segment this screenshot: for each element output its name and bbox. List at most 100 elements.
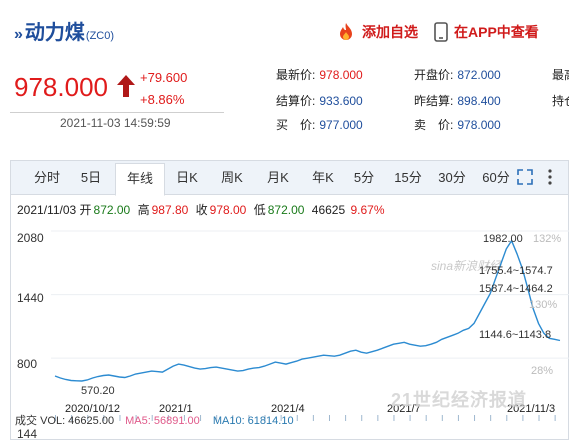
volume-bar [474, 415, 476, 421]
double-chevron-icon: » [14, 26, 23, 43]
tab-weekly-k[interactable]: 周K [221, 170, 243, 185]
tab-30min[interactable]: 30分 [438, 170, 466, 185]
volume-bar [393, 415, 395, 421]
volume-info-line: 成交 VOL: 46625.00 MA5: 56891.00 MA10: 618… [15, 412, 294, 428]
x-tick-label: 2021/7 [387, 403, 421, 415]
volume-bar [55, 415, 56, 421]
volume-bar [312, 415, 314, 421]
stat-high: 最高 [552, 66, 569, 83]
volume-bar [506, 415, 508, 421]
tab-yearly-k[interactable]: 年K [312, 170, 334, 185]
info-pct: 9.67% [350, 203, 385, 217]
annot-pct3: 28% [531, 365, 554, 377]
tab-year-line[interactable]: 年线 [115, 163, 165, 196]
annot-pct1: 132% [533, 233, 562, 245]
tab-monthly-k[interactable]: 月K [267, 170, 289, 185]
annot-band2: 1587.4~1464.2 [479, 283, 553, 295]
period-tabbar: 分时 5日 年线 日K 周K 月K 年K 5分 15分 30分 60分 [11, 161, 568, 196]
tab-5day[interactable]: 5日 [80, 170, 102, 185]
volume-bar [409, 415, 411, 421]
volume-bar [457, 415, 459, 421]
stat-open-label: 开盘价: [414, 68, 454, 82]
open-in-app-button[interactable]: 在APP中查看 [434, 22, 539, 42]
volume-y-tick: 144 [17, 427, 38, 440]
volume-bar [151, 415, 153, 421]
price-line-chart [51, 230, 569, 421]
stat-latest-label: 最新价: [276, 68, 316, 82]
volume-bar [200, 415, 202, 421]
page-header: » 动力煤 (ZC0) 添加自选 在APP中查看 [0, 0, 569, 52]
newspaper-watermark: 21世纪经济报道 [391, 390, 528, 410]
stat-settle-label: 结算价: [276, 94, 316, 108]
contract-code: (ZC0) [85, 30, 115, 42]
volume-bar [425, 415, 427, 421]
stat-settle-value: 933.600 [319, 94, 363, 108]
volume-bar [361, 415, 363, 421]
add-watchlist-button[interactable]: 添加自选 [336, 22, 418, 42]
volume-bar [264, 415, 266, 421]
volume-bar [103, 415, 105, 421]
divider [10, 112, 224, 113]
volume-ma5: MA5: 56891.00 [125, 415, 200, 427]
annot-band3: 1144.6~1143.8 [479, 329, 552, 341]
ohlc-info-line: 2021/11/03 开 872.00 高 987.80 收 978.00 低 872.… [17, 201, 389, 218]
volume-bar [135, 415, 137, 421]
stat-prev-settle: 昨结算: 898.400 [414, 92, 501, 109]
price-series-line [54, 239, 561, 382]
stat-prev-settle-value: 898.400 [457, 94, 501, 108]
tab-intraday[interactable]: 分时 [33, 170, 60, 185]
volume-bar [216, 415, 218, 421]
stat-high-label: 最高 [552, 68, 569, 82]
page-title: 动力煤 [24, 22, 85, 44]
volume-bar [328, 415, 330, 421]
fullscreen-icon[interactable] [517, 169, 533, 185]
tab-5min[interactable]: 5分 [353, 170, 375, 185]
stat-bid-label: 买 价: [276, 118, 316, 132]
annot-max: 1982.00 [483, 233, 523, 245]
stat-ask-value: 978.000 [457, 118, 501, 132]
info-open-label: 开 [79, 203, 92, 217]
volume-bar [554, 415, 556, 421]
price-change-percent: +8.86% [140, 92, 185, 107]
info-low-label: 低 [253, 203, 266, 217]
title-wrap: » 动力煤 (ZC0) [14, 16, 114, 45]
info-open-value: 872.00 [93, 203, 131, 217]
stat-settle: 结算价: 933.600 [276, 92, 363, 109]
chart-panel: 分时 5日 年线 日K 周K 月K 年K 5分 15分 30分 60分 2021… [10, 160, 569, 440]
volume-bar [377, 415, 379, 421]
volume-bar [87, 415, 89, 421]
stat-prev-settle-label: 昨结算: [414, 94, 454, 108]
stat-latest: 最新价: 978.000 [276, 66, 363, 83]
quote-timestamp: 2021-11-03 14:59:59 [60, 116, 171, 130]
info-date: 2021/11/03 [17, 203, 77, 217]
volume-bar [441, 415, 443, 421]
volume-bar [345, 415, 347, 421]
annot-band1: 1755.4~1574.7 [479, 265, 553, 277]
phone-icon [434, 22, 448, 42]
y-tick-label: 1440 [17, 291, 44, 305]
volume-bar [538, 415, 540, 421]
stat-ask: 卖 价: 978.000 [414, 116, 501, 133]
y-tick-label: 800 [17, 357, 38, 371]
stat-open: 开盘价: 872.000 [414, 66, 501, 83]
add-watchlist-label: 添加自选 [362, 24, 418, 40]
tab-60min[interactable]: 60分 [482, 170, 510, 185]
price-change: +79.600 [140, 70, 188, 85]
stat-hold: 持仓 [552, 92, 569, 109]
volume-bar [232, 415, 234, 421]
annot-pct2: 130% [529, 299, 558, 311]
info-close-label: 收 [195, 203, 208, 217]
volume-bar [296, 415, 298, 421]
volume-bar [490, 415, 492, 421]
volume-bar [280, 415, 282, 421]
more-options-icon[interactable] [545, 169, 555, 185]
info-close-value: 978.00 [209, 203, 247, 217]
stat-latest-value: 978.000 [319, 68, 363, 82]
flame-icon [340, 23, 352, 40]
x-tick-label: 2021/4 [271, 403, 305, 415]
volume-bar [183, 415, 185, 421]
tab-15min[interactable]: 15分 [394, 170, 422, 185]
y-tick-label: 2080 [17, 231, 44, 245]
volume-label: 成交 [15, 415, 37, 427]
tab-daily-k[interactable]: 日K [176, 170, 198, 185]
